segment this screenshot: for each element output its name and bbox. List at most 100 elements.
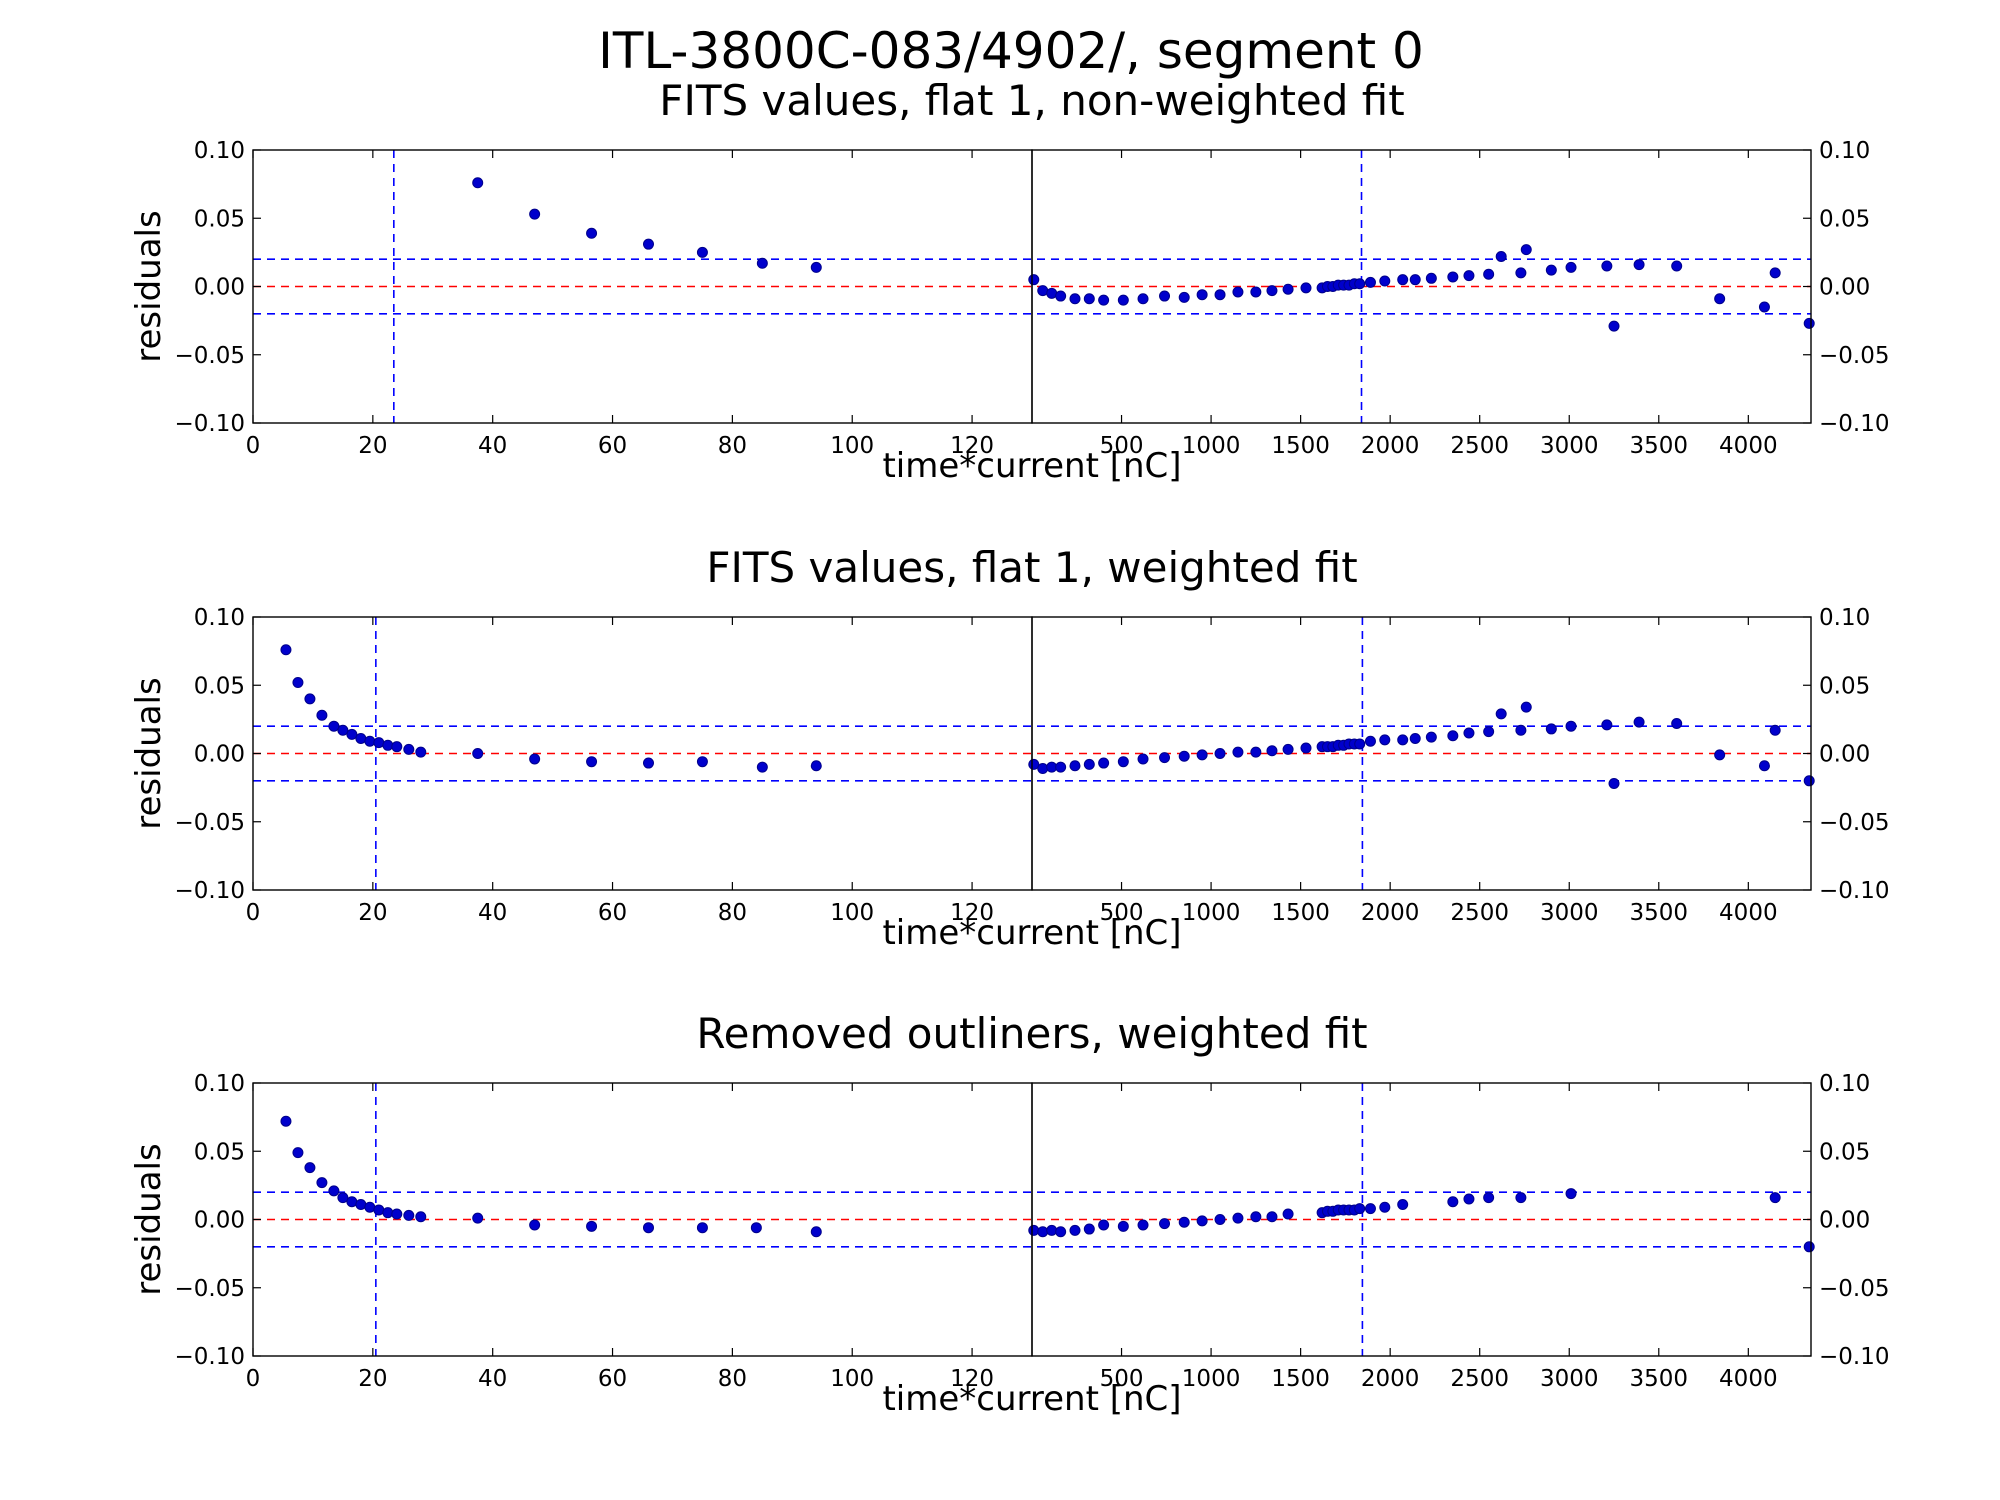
- data-point: [1037, 285, 1049, 297]
- data-point: [346, 728, 358, 740]
- left-subplot: 0 20 40 60 80 100 120: [246, 616, 1033, 926]
- y-tick-label: 0.10: [194, 1071, 245, 1097]
- data-point: [292, 677, 304, 689]
- x-tick-label: 0: [246, 433, 261, 459]
- y-tick-label: −0.10: [175, 1344, 245, 1370]
- data-point: [1447, 1196, 1459, 1208]
- data-point: [1250, 746, 1262, 758]
- data-point: [1354, 738, 1366, 750]
- data-point: [403, 743, 415, 755]
- data-point: [304, 1162, 316, 1174]
- x-tick-label: 20: [358, 1366, 387, 1392]
- data-point: [1159, 1218, 1171, 1230]
- x-tick-label: 0: [246, 900, 261, 926]
- y-tick-label-right: −0.10: [1819, 411, 1889, 437]
- data-point: [1178, 750, 1190, 762]
- data-point: [810, 760, 822, 772]
- x-tick-label: 60: [598, 1366, 627, 1392]
- x-axis-label: time*current [nC]: [882, 446, 1181, 486]
- data-point: [415, 1211, 427, 1223]
- data-point: [280, 1115, 292, 1127]
- data-point: [472, 1212, 484, 1224]
- x-tick-label: 60: [598, 900, 627, 926]
- y-tick-label: 0.00: [194, 275, 245, 301]
- data-point: [1425, 731, 1437, 743]
- data-point: [337, 1192, 349, 1204]
- x-tick-label: 1500: [1271, 433, 1330, 459]
- right-subplot: 500 1000 1500 2000 2500 3000 3500 4000: [1028, 616, 1815, 926]
- y-tick-label: 0.10: [194, 138, 245, 164]
- data-point: [1159, 290, 1171, 302]
- data-point: [1515, 1192, 1527, 1204]
- data-point: [642, 757, 654, 769]
- data-point: [1069, 1224, 1081, 1236]
- y-tick-label: 0.00: [194, 742, 245, 768]
- x-tick-label: 40: [478, 900, 507, 926]
- y-tick-label-right: −0.05: [1819, 343, 1889, 369]
- data-point: [328, 720, 340, 732]
- data-point: [1046, 1224, 1058, 1236]
- chart-panel-2: FITS values, flat 1, weighted fit 0 20 40 60…: [129, 543, 1889, 953]
- y-axis-label: residuals: [129, 210, 169, 362]
- x-tick-label: 120: [950, 1366, 994, 1392]
- data-point: [382, 739, 394, 751]
- panel-title: FITS values, flat 1, weighted fit: [706, 543, 1357, 592]
- data-point: [1495, 250, 1507, 262]
- data-point: [1364, 1203, 1376, 1215]
- y-tick-label-right: 0.00: [1819, 1208, 1870, 1234]
- panel-title: FITS values, flat 1, non-weighted fit: [659, 76, 1404, 125]
- data-point: [586, 1220, 598, 1232]
- data-point: [1397, 274, 1409, 286]
- data-point: [1447, 730, 1459, 742]
- x-tick-label: 80: [718, 433, 747, 459]
- data-point: [642, 1222, 654, 1234]
- data-point: [337, 724, 349, 736]
- x-tick-label: 2000: [1361, 900, 1420, 926]
- x-tick-label: 20: [358, 433, 387, 459]
- y-tick-label-right: −0.05: [1819, 810, 1889, 836]
- data-point: [586, 227, 598, 239]
- data-point: [280, 644, 292, 656]
- data-point: [1425, 272, 1437, 284]
- data-point: [1769, 724, 1781, 736]
- data-point: [1758, 301, 1770, 313]
- x-axis-label: time*current [nC]: [882, 1379, 1181, 1419]
- data-point: [1046, 287, 1058, 299]
- data-point: [1300, 742, 1312, 754]
- y-tick-label: −0.05: [175, 810, 245, 836]
- data-point: [1069, 293, 1081, 305]
- data-point: [810, 261, 822, 273]
- data-point: [1196, 289, 1208, 301]
- data-point: [1601, 719, 1613, 731]
- data-point: [391, 741, 403, 753]
- data-point: [1565, 720, 1577, 732]
- y-tick-label: 0.05: [194, 673, 245, 699]
- data-point: [1608, 778, 1620, 790]
- data-point: [1250, 286, 1262, 298]
- x-tick-label: 0: [246, 1366, 261, 1392]
- data-point: [1055, 290, 1067, 302]
- data-point: [1483, 268, 1495, 280]
- data-point: [696, 756, 708, 768]
- y-axis-label: residuals: [129, 1143, 169, 1295]
- data-point: [1633, 259, 1645, 271]
- data-point: [1117, 1220, 1129, 1232]
- data-point: [1098, 757, 1110, 769]
- data-point: [1137, 293, 1149, 305]
- data-point: [1515, 724, 1527, 736]
- y-tick-label: 0.05: [194, 206, 245, 232]
- x-tick-label: 4000: [1719, 1366, 1778, 1392]
- data-point: [373, 737, 385, 749]
- y-tick-label-right: 0.05: [1819, 206, 1870, 232]
- x-tick-label: 1500: [1271, 1366, 1330, 1392]
- x-tick-label: 3000: [1540, 1366, 1599, 1392]
- data-point: [1758, 760, 1770, 772]
- data-point: [1098, 294, 1110, 306]
- data-point: [1409, 732, 1421, 744]
- figure-title: ITL-3800C-083/4902/, segment 0: [598, 22, 1424, 80]
- right-subplot: 500 1000 1500 2000 2500 3000 3500 4000: [1028, 149, 1815, 459]
- data-point: [364, 735, 376, 747]
- data-point: [1250, 1211, 1262, 1223]
- data-point: [1232, 746, 1244, 758]
